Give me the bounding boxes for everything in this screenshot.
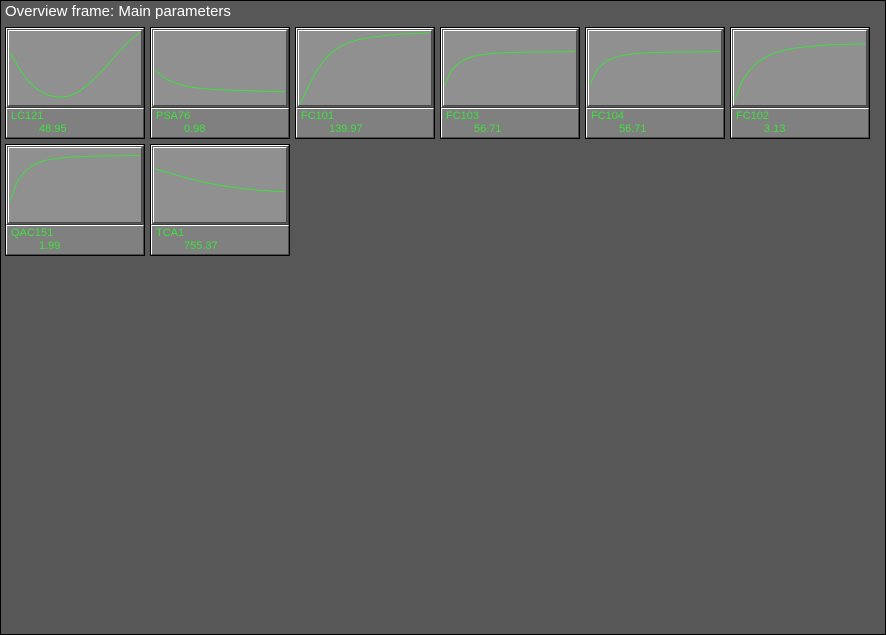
tile-info: QAC1511.99 (6, 225, 144, 255)
trend-line (590, 52, 720, 85)
parameter-value: 56.71 (446, 123, 574, 136)
tile-info: FC10456.71 (586, 108, 724, 138)
parameter-value: 56.71 (591, 123, 719, 136)
parameter-tile[interactable]: QAC1511.99 (5, 144, 145, 256)
trend-line (10, 156, 140, 202)
trend-line (10, 32, 140, 97)
tile-info: FC101139.97 (296, 108, 434, 138)
parameter-value: 48.95 (11, 123, 139, 136)
parameter-value: 0.98 (156, 123, 284, 136)
parameter-name: TCA1 (156, 227, 284, 240)
parameter-name: FC104 (591, 110, 719, 123)
chart-area (586, 28, 724, 108)
parameter-value: 3.13 (736, 123, 864, 136)
tile-grid: LC12148.95PSA760.98FC101139.97FC10356.71… (1, 25, 885, 258)
chart-area (6, 145, 144, 225)
trend-line (155, 70, 285, 92)
chart-area (731, 28, 869, 108)
parameter-tile[interactable]: PSA760.98 (150, 27, 290, 139)
parameter-name: PSA76 (156, 110, 284, 123)
frame-title: Overview frame: Main parameters (1, 1, 885, 25)
trend-line (445, 52, 575, 85)
tile-info: LC12148.95 (6, 108, 144, 138)
chart-area (6, 28, 144, 108)
parameter-tile[interactable]: TCA1755.37 (150, 144, 290, 256)
parameter-name: LC121 (11, 110, 139, 123)
chart-area (296, 28, 434, 108)
tile-info: PSA760.98 (151, 108, 289, 138)
chart-area (151, 28, 289, 108)
parameter-value: 755.37 (156, 240, 284, 253)
parameter-name: FC103 (446, 110, 574, 123)
parameter-tile[interactable]: LC12148.95 (5, 27, 145, 139)
chart-area (441, 28, 579, 108)
parameter-tile[interactable]: FC1023.13 (730, 27, 870, 139)
parameter-tile[interactable]: FC10356.71 (440, 27, 580, 139)
tile-info: FC1023.13 (731, 108, 869, 138)
chart-area (151, 145, 289, 225)
parameter-tile[interactable]: FC10456.71 (585, 27, 725, 139)
parameter-value: 139.97 (301, 123, 429, 136)
parameter-name: FC102 (736, 110, 864, 123)
parameter-name: FC101 (301, 110, 429, 123)
trend-line (155, 168, 285, 191)
overview-frame: Overview frame: Main parameters LC12148.… (0, 0, 886, 635)
tile-info: FC10356.71 (441, 108, 579, 138)
trend-line (735, 44, 865, 99)
parameter-name: QAC151 (11, 227, 139, 240)
trend-line (300, 33, 430, 104)
tile-info: TCA1755.37 (151, 225, 289, 255)
parameter-tile[interactable]: FC101139.97 (295, 27, 435, 139)
parameter-value: 1.99 (11, 240, 139, 253)
